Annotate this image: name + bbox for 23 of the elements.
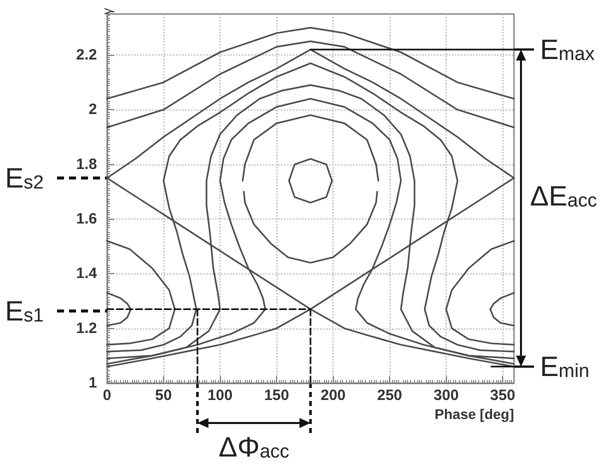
text: Es1 xyxy=(5,296,44,326)
y-tick-label: 1.6 xyxy=(76,210,97,228)
x-tick-label: 100 xyxy=(208,387,233,404)
x-tick-label: 50 xyxy=(155,387,172,404)
y-tick-label: 1.4 xyxy=(76,265,98,282)
y-tick-label: 2 xyxy=(88,101,97,118)
y-tick-label: 1.2 xyxy=(76,320,97,337)
y-axis-title: γ xyxy=(100,8,114,14)
x-tick-label: 250 xyxy=(377,387,402,404)
text: ΔΦacc xyxy=(218,432,290,462)
y-tick-label: 1 xyxy=(88,374,97,392)
text: Emin xyxy=(540,351,590,382)
text: Es2 xyxy=(5,162,44,194)
x-tick-label: 0 xyxy=(102,387,112,404)
text: Emax xyxy=(540,34,596,66)
x-tick-label: 150 xyxy=(264,387,290,404)
x-tick-label: 300 xyxy=(434,387,459,404)
x-axis-title: Phase [deg] xyxy=(434,406,514,422)
x-tick-label: 200 xyxy=(320,387,346,404)
y-tick-label: 2.2 xyxy=(76,46,97,64)
x-tick-label: 350 xyxy=(490,387,516,404)
y-tick-label: 1.8 xyxy=(76,156,97,173)
text: ΔEacc xyxy=(530,180,597,212)
